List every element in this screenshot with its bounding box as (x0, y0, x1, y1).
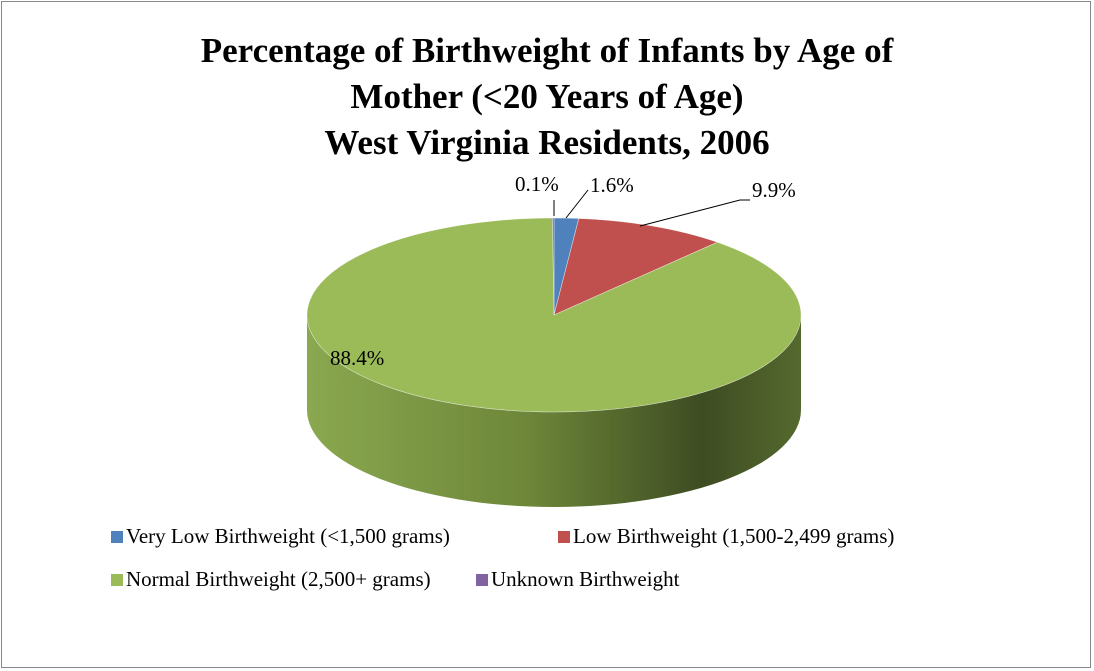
legend-swatch (111, 531, 123, 543)
legend-label: Unknown Birthweight (491, 567, 680, 591)
legend-label: Very Low Birthweight (<1,500 grams) (126, 524, 450, 548)
legend-label: Low Birthweight (1,500-2,499 grams) (573, 524, 894, 548)
pie-side (307, 315, 801, 507)
data-label: 0.1% (515, 172, 559, 196)
title-block: Percentage of Birthweight of Infants by … (0, 28, 1094, 166)
data-label: 88.4% (330, 346, 384, 370)
legend-swatch (476, 574, 488, 586)
leader-line (565, 189, 589, 219)
pie-slice (553, 218, 719, 316)
chart-title: Percentage of Birthweight of Infants by … (200, 31, 894, 116)
leader-line (639, 199, 750, 227)
data-label: 1.6% (590, 173, 634, 197)
legend-swatch (558, 531, 570, 543)
chart-subtitle: West Virginia Residents, 2006 (324, 123, 770, 162)
data-label: 9.9% (752, 178, 796, 202)
legend-swatch (111, 574, 123, 586)
legend-label: Normal Birthweight (2,500+ grams) (126, 567, 431, 591)
pie-slice (552, 217, 555, 316)
